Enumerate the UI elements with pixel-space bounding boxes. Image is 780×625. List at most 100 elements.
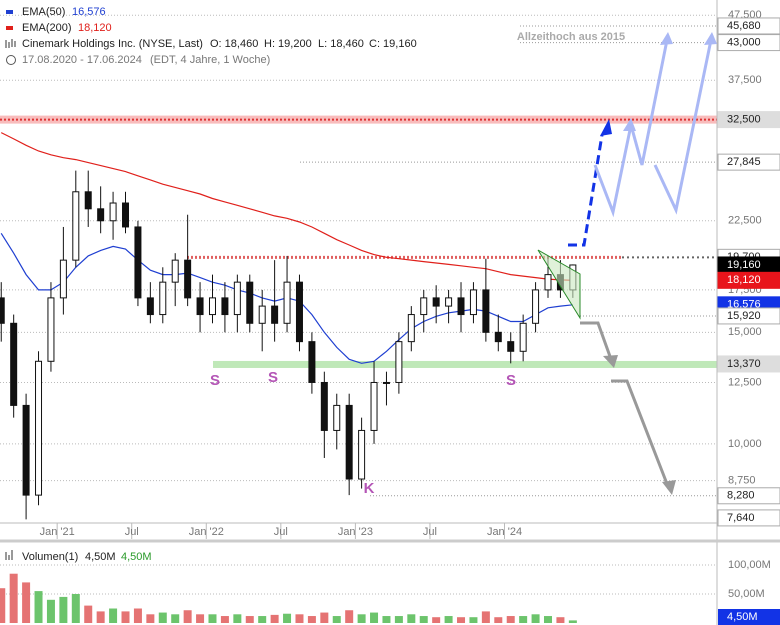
volume-bar [357,614,366,623]
volume-bar [481,611,490,623]
candle-body [532,289,540,324]
volume-bar [469,617,478,623]
axis-labels: 47,50037,50022,50017,50015,00012,50010,0… [40,9,780,625]
legend-swatch [6,10,13,14]
price-label: 27,845 [717,153,780,171]
candle-icon [5,39,16,48]
volume-label-text: 4,50M [727,611,758,623]
candle-body [184,259,192,299]
price-label-text: 7,640 [727,512,755,524]
volume-bar [544,616,553,623]
candle-body [109,202,117,222]
underlay [0,14,717,595]
price-label: 7,640 [717,509,780,527]
candle-body [171,259,179,283]
volume-bar [220,616,229,623]
x-tick-label: Jan '24 [487,526,522,538]
candle-body [333,404,341,431]
x-tick-label: Jan '21 [40,526,75,538]
volume-bar [84,605,93,623]
price-label-box [717,34,780,52]
volume-bar [345,610,354,623]
volume-bar [295,614,304,623]
volume-bar [494,617,503,623]
volume-bar [109,608,118,623]
price-label-box [717,17,780,35]
support-zone [213,360,717,368]
volume-bar [121,611,130,623]
volume-bar [183,610,192,623]
ohlc-text: O: 18,460 [210,38,258,50]
candle-body [358,429,366,480]
candle-body [544,274,552,291]
volume-value: 4,50M [85,551,116,563]
volume-bar [382,616,391,623]
legend-value: 16,576 [72,6,106,18]
volume-bar [283,613,292,623]
price-label-text: 19,160 [727,259,761,271]
x-tick-label: Jan '22 [189,526,224,538]
candle-body [97,208,105,222]
price-label-box [717,153,780,171]
candle-body [10,322,18,406]
candle-body [208,297,216,316]
candle-body [221,297,229,316]
volume-bar [270,614,279,623]
legend-label: EMA(200) [22,22,72,34]
price-label: 15,920 [717,307,780,325]
candle-body [395,341,403,383]
ema-line [0,132,573,281]
legend-value: 18,120 [78,22,112,34]
candle-body [407,314,415,343]
price-label-text: 32,500 [727,114,761,126]
price-label-text: 27,845 [727,156,761,168]
candle-body [59,259,67,299]
price-label-text: 8,280 [727,490,755,502]
candle-body [382,381,390,384]
candle-body [283,281,291,324]
volume-bar [531,614,540,623]
candle-body [35,360,43,496]
price-label-text: 15,920 [727,310,761,322]
volume-tick-label: 100,00M [728,559,771,571]
volume-bar [394,616,403,623]
pattern-mark: K [364,480,375,497]
candle-body [308,341,316,383]
price-label-box [717,509,780,527]
x-tick-label: Jul [423,526,437,538]
volume-bar [0,588,6,623]
volume-tick-label: 50,00M [728,588,765,600]
volume-bar [457,617,466,623]
grey-arrows [580,321,671,490]
volume-bar [96,611,105,623]
instrument-title: Cinemark Holdings Inc. (NYSE, Last) [22,38,203,50]
ohlc-text: L: 18,460 [318,38,364,50]
volume-bar [568,620,577,623]
price-label: 45,680 [717,17,780,35]
x-tick-label: Jan '23 [338,526,373,538]
candle-body [457,297,465,316]
candle-body [246,281,254,324]
candle-body [258,305,266,324]
x-tick-label: Jul [125,526,139,538]
legend-label: EMA(50) [22,6,65,18]
volume-bar [245,616,254,623]
period: 17.08.2020 - 17.06.2024 [22,54,142,66]
y-tick-label: 37,500 [728,74,762,86]
volume-bar [407,614,416,623]
volume-label: Volumen(1) [22,551,78,563]
candle-body [122,202,130,228]
volume-bar [320,612,329,623]
candle-body [196,297,204,316]
candle-body [146,297,154,316]
candle-body [420,297,428,316]
y-tick-label: 15,000 [728,326,762,338]
volume-bar [258,616,267,623]
volume-bar [307,616,316,623]
legend-swatch [6,26,13,30]
candle-body [432,297,440,307]
candle-body [84,191,92,210]
volume-bar [519,616,528,623]
